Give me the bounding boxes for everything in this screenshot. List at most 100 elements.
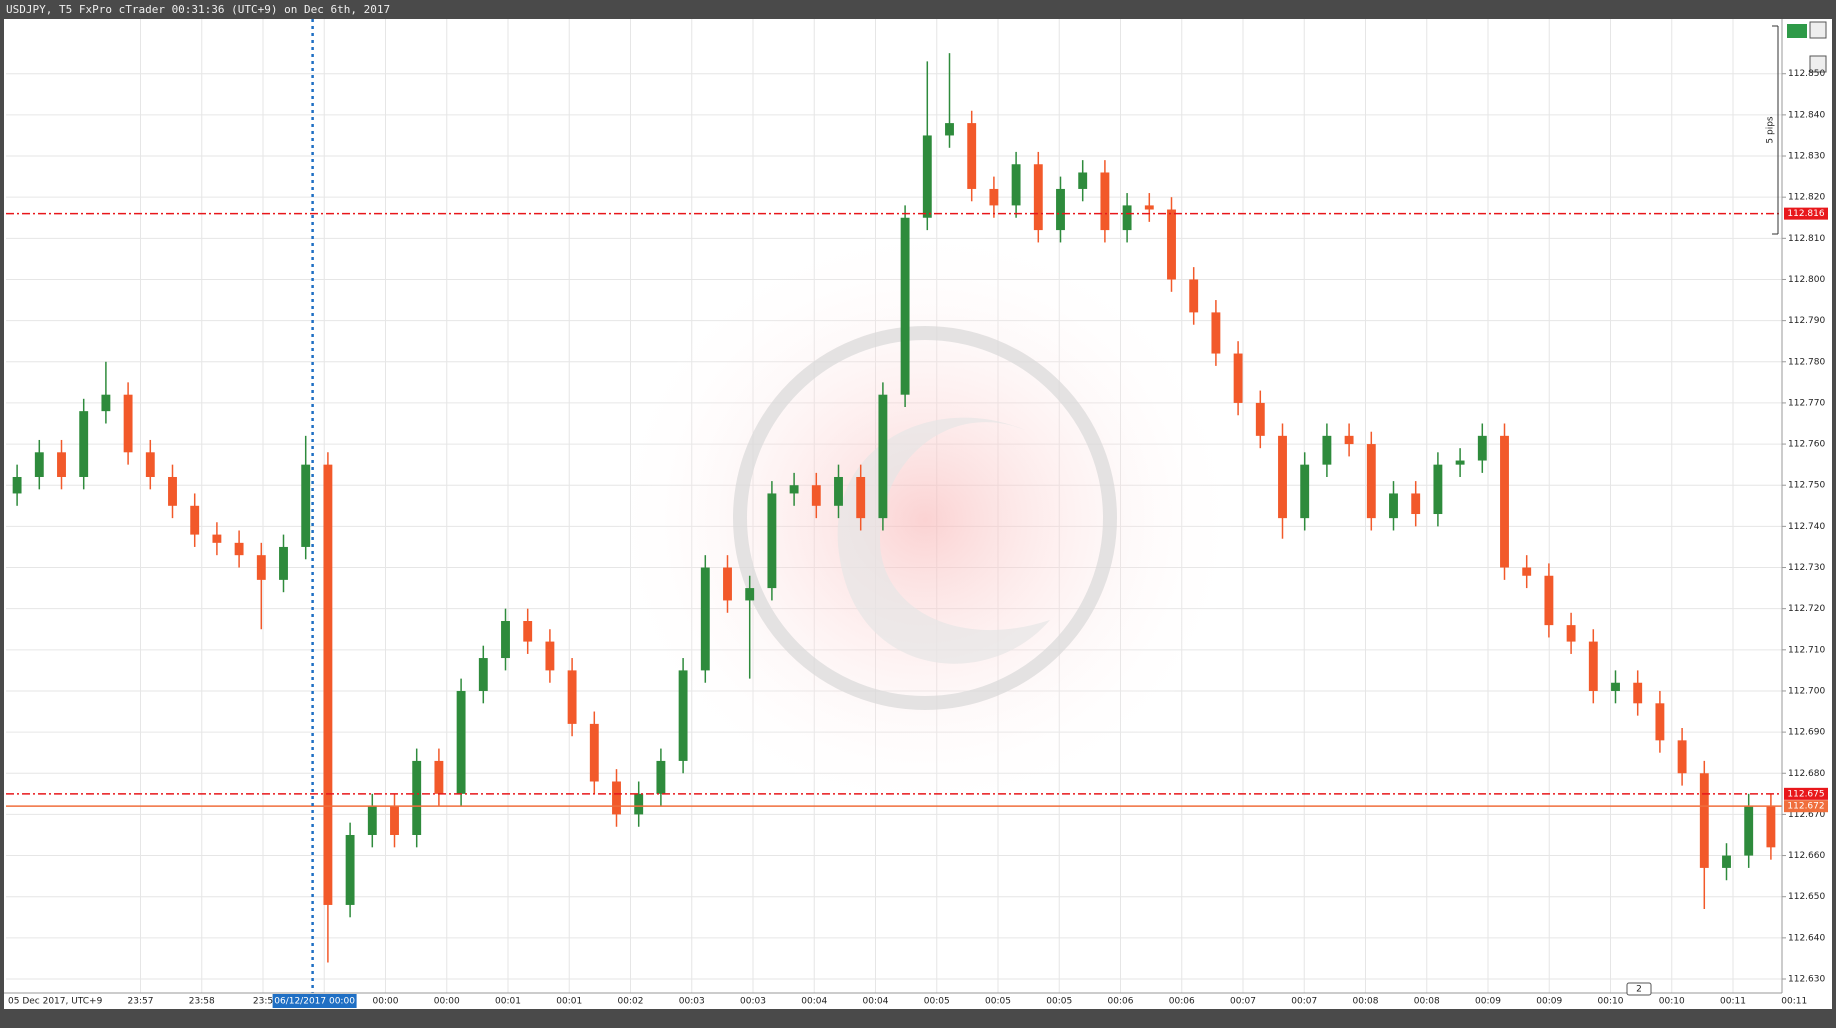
candle-body <box>256 555 266 580</box>
y-tick-label: 112.850 <box>1788 69 1825 79</box>
candle-body <box>101 394 111 412</box>
candle-body <box>190 505 200 535</box>
candle-body <box>1633 682 1643 704</box>
candle-body <box>1522 567 1532 576</box>
candle-body <box>900 217 910 395</box>
candle-body <box>1588 641 1598 691</box>
candle-body <box>367 806 377 835</box>
candle-body <box>967 123 977 189</box>
x-tick-label: 00:01 <box>495 997 521 1007</box>
price-tag-label: 112.672 <box>1787 802 1824 812</box>
x-tick-label: 00:05 <box>924 997 950 1007</box>
candle-body <box>1278 435 1287 519</box>
candle-body <box>57 452 66 477</box>
candle-body <box>1366 444 1376 519</box>
x-tick-label: 00:03 <box>740 997 766 1007</box>
candle-body <box>212 534 222 543</box>
x-tick-label: 00:05 <box>1046 997 1072 1007</box>
candle-body <box>123 394 133 453</box>
y-tick-label: 112.740 <box>1788 522 1825 532</box>
candle-body <box>678 670 688 761</box>
y-tick-label: 112.750 <box>1788 481 1825 491</box>
x-tick-label: 23:58 <box>189 997 215 1007</box>
candle-body <box>1011 164 1021 206</box>
price-tag <box>1784 787 1828 800</box>
x-tick-label: 05 Dec 2017, UTC+9 <box>8 997 103 1007</box>
x-tick-label: 00:03 <box>679 997 705 1007</box>
candle-body <box>145 452 155 477</box>
candle-body <box>1722 855 1731 868</box>
y-tick-label: 112.640 <box>1788 933 1825 943</box>
y-tick-label: 112.700 <box>1788 686 1825 696</box>
watermark-ring <box>733 326 1117 710</box>
candle-body <box>1033 164 1043 231</box>
x-tick-label: 00:02 <box>618 997 644 1007</box>
price-tag-label: 112.675 <box>1787 789 1824 799</box>
y-tick-label: 112.730 <box>1788 563 1825 573</box>
candle-body <box>79 411 89 477</box>
y-tick-label: 112.660 <box>1788 851 1825 861</box>
candle-body <box>1544 575 1554 626</box>
y-tick-label: 112.840 <box>1788 110 1825 120</box>
candle-body <box>1322 435 1332 465</box>
x-tick-label: 00:04 <box>863 997 889 1007</box>
candle-body <box>545 641 555 671</box>
candle-body <box>1167 209 1176 280</box>
candle-body <box>1655 703 1665 741</box>
x-tick-label: 00:06 <box>1108 997 1134 1007</box>
watermark-swoosh <box>837 417 1050 664</box>
candle-body <box>523 621 533 642</box>
y-tick-label: 112.830 <box>1788 152 1825 162</box>
x-tick-label: 00:09 <box>1475 997 1501 1007</box>
candle-body <box>878 394 888 519</box>
x-tick-label: 00:06 <box>1169 997 1195 1007</box>
candle-body <box>412 760 422 835</box>
candle-body <box>12 476 22 494</box>
y-tick-label: 112.800 <box>1788 275 1825 285</box>
y-tick-label: 112.690 <box>1788 728 1825 738</box>
x-tick-label: 00:08 <box>1353 997 1379 1007</box>
candle-body <box>945 123 954 136</box>
candle-body <box>612 781 621 815</box>
candle-body <box>1300 464 1310 519</box>
candle-body <box>234 542 244 556</box>
candle-body <box>1566 625 1576 642</box>
candle-body <box>34 452 44 477</box>
candle-body <box>1344 435 1354 445</box>
candle-body <box>279 546 288 580</box>
candle-body <box>834 476 843 506</box>
candle-body <box>301 464 311 547</box>
candle-body <box>700 567 710 671</box>
y-tick-label: 112.710 <box>1788 645 1825 655</box>
camera-button[interactable] <box>1809 55 1827 73</box>
watermark-glow <box>605 220 1245 820</box>
time-axis <box>4 993 1832 1009</box>
target-button[interactable] <box>1787 24 1807 38</box>
candle-body <box>634 793 644 815</box>
x-tick-label: 00:10 <box>1598 997 1624 1007</box>
y-tick-label: 112.820 <box>1788 193 1825 203</box>
candle-body <box>1455 460 1465 465</box>
candle-body <box>168 476 177 506</box>
y-tick-label: 112.810 <box>1788 234 1825 244</box>
marker-badge[interactable] <box>1626 982 1652 996</box>
candle-body <box>811 485 821 506</box>
x-tick-label: 00:11 <box>1720 997 1746 1007</box>
toolbar-button[interactable] <box>1809 21 1827 39</box>
candle-body <box>501 621 510 659</box>
candle-body <box>1500 435 1509 568</box>
candle-body <box>1766 806 1776 848</box>
candle-body <box>456 690 466 794</box>
marker-label: 2 <box>1636 985 1642 995</box>
candle-body <box>1100 172 1110 231</box>
candle-body <box>789 485 799 494</box>
x-tick-label: 00:00 <box>434 997 460 1007</box>
price-tag <box>1784 800 1828 813</box>
candle-body <box>1677 740 1687 774</box>
candle-body <box>1211 312 1221 354</box>
x-tick-label: 00:07 <box>1291 997 1317 1007</box>
candle-body <box>345 834 355 905</box>
x-tick-label: 00:08 <box>1414 997 1440 1007</box>
